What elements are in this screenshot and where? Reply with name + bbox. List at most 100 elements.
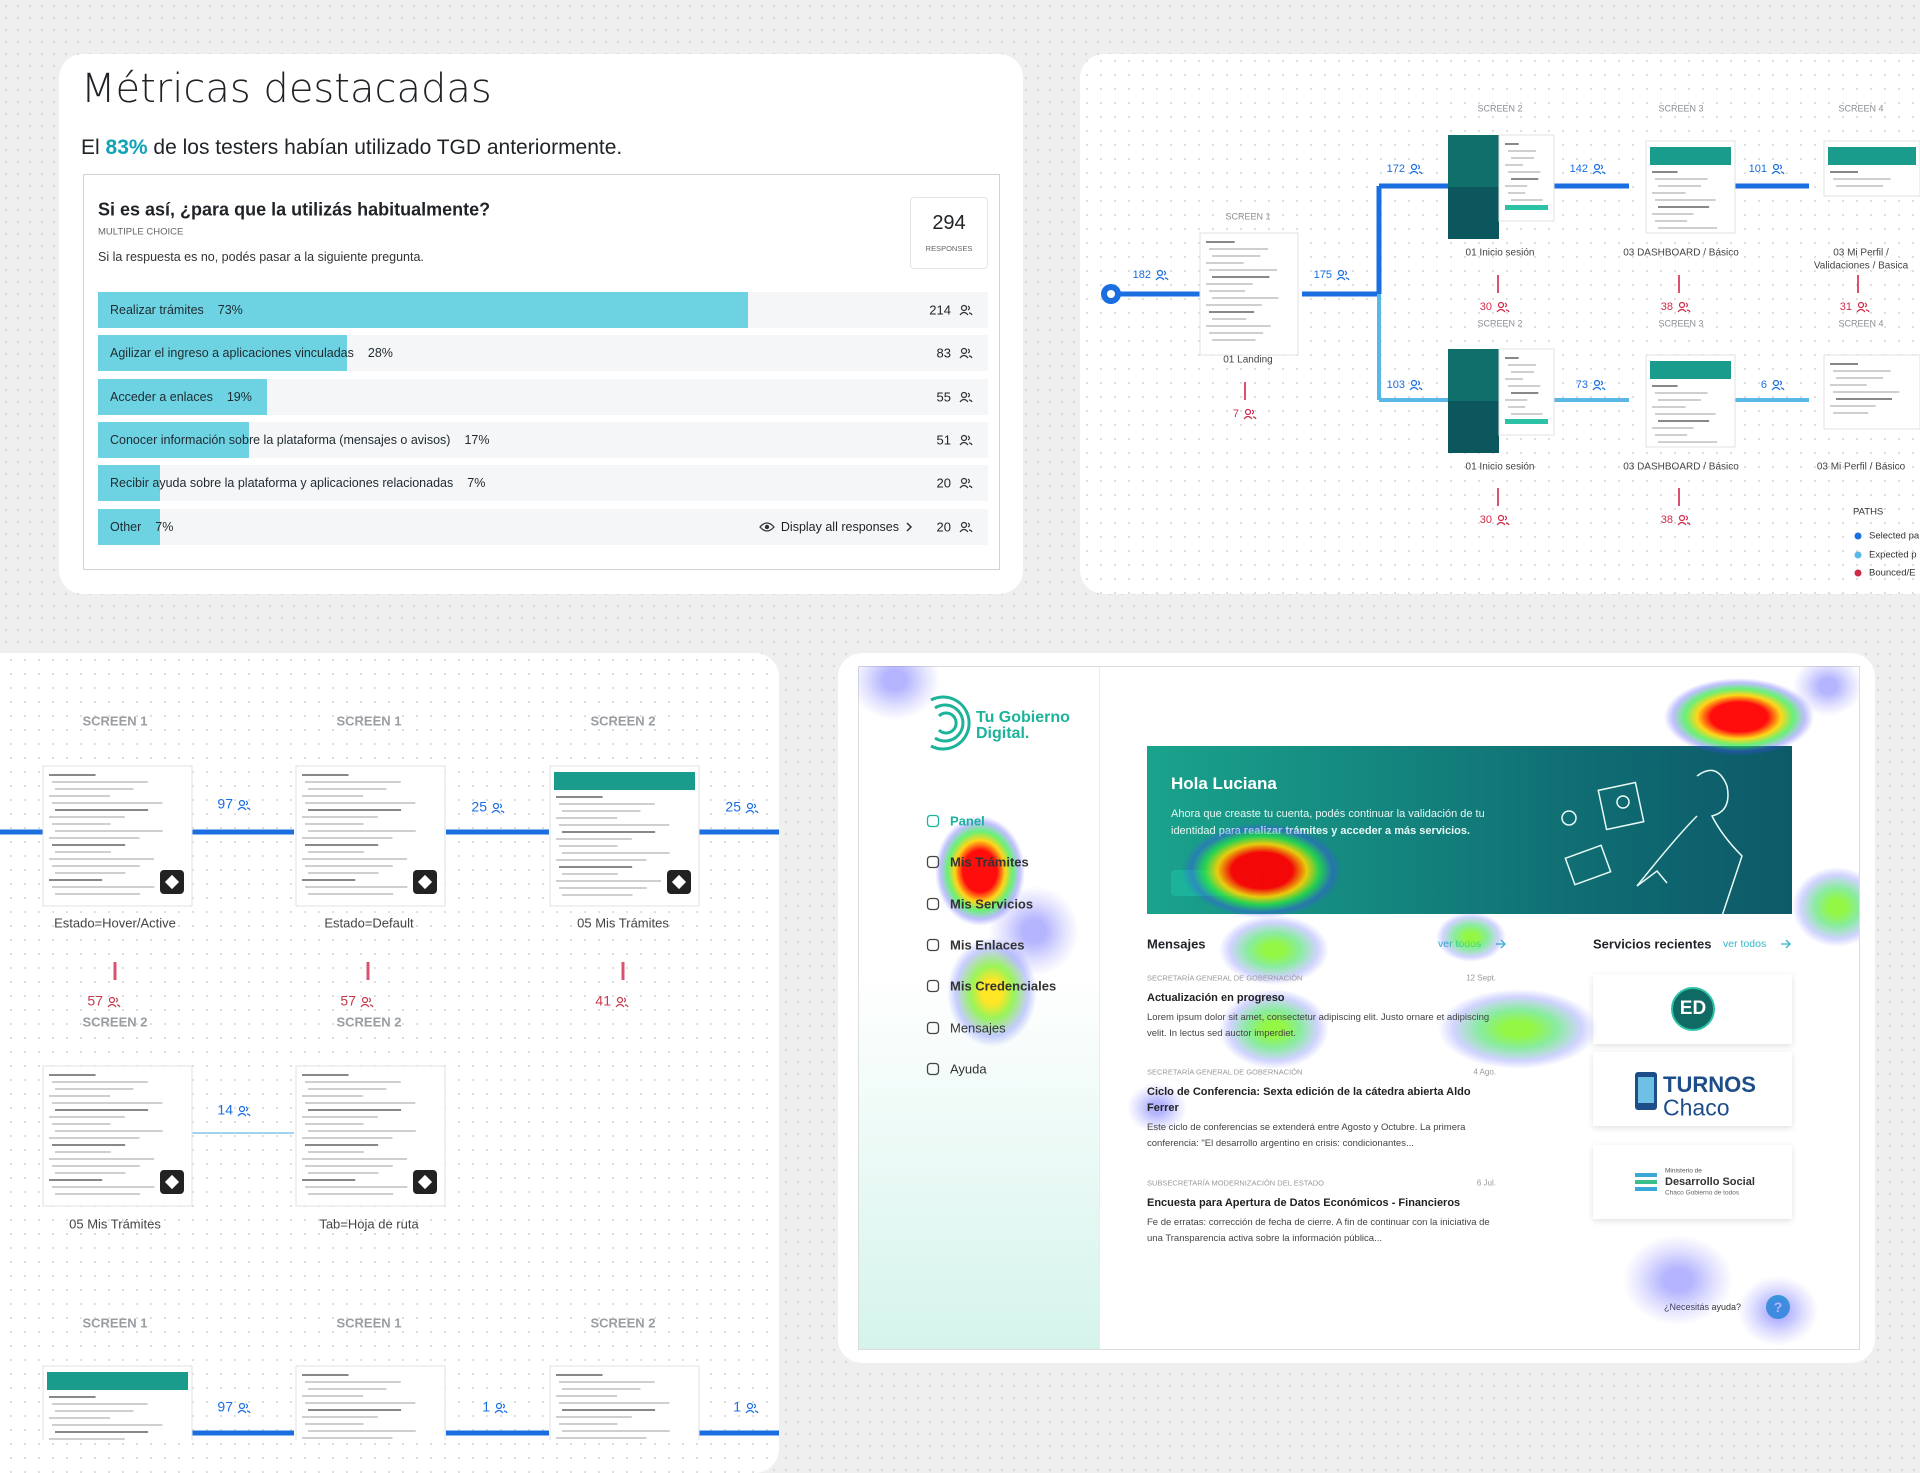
icon-part bbox=[959, 398, 969, 402]
thumb-line bbox=[1833, 391, 1900, 393]
thumb-line bbox=[302, 837, 393, 839]
thumb-line bbox=[52, 844, 126, 846]
thumb-line bbox=[52, 823, 111, 825]
flow-count: 57 bbox=[340, 993, 356, 1009]
display-all[interactable]: Display all responses bbox=[759, 520, 913, 534]
thumb-line bbox=[556, 838, 632, 840]
nav-item[interactable]: Panel bbox=[950, 813, 985, 829]
icon-part bbox=[745, 1409, 755, 1414]
screen-caption: Estado=Hover/Active bbox=[54, 915, 176, 930]
person-icon-wrap bbox=[959, 348, 973, 359]
thumb-line bbox=[1212, 276, 1270, 278]
thumb-line bbox=[308, 1088, 387, 1090]
nav-item[interactable]: Ayuda bbox=[950, 1061, 987, 1077]
thumb-line bbox=[49, 1158, 155, 1160]
answer-row: Recibir ayuda sobre la plataforma y apli… bbox=[98, 465, 988, 502]
flow-count: 41 bbox=[595, 993, 611, 1009]
thumb-line bbox=[562, 873, 618, 875]
person-icon bbox=[1771, 379, 1785, 391]
icon-part bbox=[238, 1402, 246, 1410]
legend-dot bbox=[1854, 569, 1862, 577]
answer-row: Agilizar el ingreso a aplicaciones vincu… bbox=[98, 335, 988, 372]
flow-count: 73 bbox=[1576, 379, 1588, 391]
help-button[interactable]: ? bbox=[1766, 1295, 1790, 1319]
metrics-card: Métricas destacadas El 83% de los tester… bbox=[59, 54, 1023, 594]
screen-heading: SCREEN 4 bbox=[1838, 318, 1883, 328]
thumb-line bbox=[1655, 434, 1688, 436]
icon-part bbox=[1772, 379, 1780, 387]
thumb-line bbox=[55, 893, 141, 895]
thumb-line bbox=[1658, 399, 1702, 401]
service-card[interactable]: ED bbox=[1593, 974, 1792, 1044]
icon-part bbox=[361, 996, 369, 1004]
see-all-link[interactable]: ver todos bbox=[1438, 938, 1482, 950]
nav-item[interactable]: Mensajes bbox=[950, 1020, 1006, 1036]
question-hint: Si la respuesta es no, podés pasar a la … bbox=[98, 250, 424, 264]
screen-caption: 03 Mi Perfil / bbox=[1833, 248, 1889, 259]
icon-part bbox=[1864, 302, 1870, 313]
message-date: 6 Jul. bbox=[1476, 1178, 1496, 1188]
thumb-line bbox=[1206, 283, 1253, 285]
thumb-header bbox=[1828, 147, 1916, 165]
flow-count: 97 bbox=[217, 1399, 233, 1415]
nav-item[interactable]: Mis Trámites bbox=[950, 854, 1029, 870]
icon-part bbox=[1410, 163, 1418, 171]
thumb-line bbox=[1830, 171, 1858, 173]
nav-icon bbox=[926, 979, 940, 993]
icon-part bbox=[1155, 276, 1165, 281]
nav-item[interactable]: Mis Enlaces bbox=[950, 937, 1025, 953]
person-icon bbox=[959, 304, 973, 316]
answer-row: Acceder a enlaces 19% 55 bbox=[98, 378, 988, 415]
see-all-link[interactable]: ver todos bbox=[1723, 938, 1767, 950]
icon-part bbox=[959, 528, 969, 532]
screen-heading: SCREEN 2 bbox=[336, 1014, 401, 1029]
person-icon bbox=[491, 802, 505, 814]
answer-count: 214 bbox=[929, 302, 951, 318]
messages-title: Mensajes bbox=[1147, 936, 1206, 952]
flow-count: 7 bbox=[1233, 408, 1239, 420]
person-icon bbox=[1409, 163, 1423, 175]
person-icon bbox=[237, 799, 251, 811]
screen-thumbnail bbox=[1498, 348, 1555, 436]
nav-item[interactable]: Mis Credenciales bbox=[950, 978, 1057, 994]
screen-caption: 03 DASHBOARD / Básico bbox=[1623, 462, 1739, 473]
thumb-line bbox=[52, 1102, 163, 1104]
icon-part bbox=[1592, 170, 1602, 175]
message-category: SUBSECRETARÍA MODERNIZACIÓN DEL ESTADO bbox=[1147, 1178, 1324, 1188]
thumb-header bbox=[1650, 147, 1731, 165]
question-title: Si es así, ¿para que la utilizás habitua… bbox=[98, 199, 491, 220]
icon-part bbox=[1417, 380, 1423, 391]
flow-count: 175 bbox=[1314, 269, 1332, 281]
thumb-line bbox=[52, 1186, 155, 1188]
flow-count: 6 bbox=[1761, 379, 1767, 391]
screen-heading: SCREEN 1 bbox=[336, 1315, 401, 1330]
person-icon bbox=[107, 996, 121, 1008]
thumb-line bbox=[562, 1430, 670, 1432]
thumb-line bbox=[556, 817, 618, 819]
thumb-line bbox=[308, 1388, 387, 1390]
person-icon-wrap bbox=[959, 434, 973, 446]
thumb-line bbox=[556, 1416, 632, 1418]
answer-label: Other 7% bbox=[110, 520, 173, 534]
icon-part bbox=[1496, 308, 1506, 313]
screen-caption: Validaciones / Basica bbox=[1814, 261, 1909, 272]
icon-part bbox=[237, 1112, 247, 1117]
person-icon bbox=[745, 802, 759, 814]
thumb-line bbox=[49, 816, 125, 818]
thumb-line bbox=[55, 809, 149, 811]
service-card[interactable]: Ministerio de Desarrollo Social Chaco Go… bbox=[1593, 1145, 1792, 1219]
service-card[interactable]: TURNOS Chaco bbox=[1593, 1052, 1792, 1126]
sidebar bbox=[859, 667, 1100, 1349]
screen-caption: 03 DASHBOARD / Básico bbox=[1623, 248, 1739, 259]
thumb-line bbox=[55, 851, 111, 853]
icon-part bbox=[1856, 308, 1866, 313]
flow-grid-content: SCREEN 1 SCREEN 1 SCREEN 2 SCREEN 2 SCREEN 2… bbox=[0, 713, 779, 1467]
nav-item[interactable]: Mis Servicios bbox=[950, 896, 1034, 912]
thumb-line bbox=[1209, 269, 1278, 271]
banner-button[interactable] bbox=[1171, 870, 1261, 896]
thumb-line bbox=[556, 880, 662, 882]
thumb-line bbox=[308, 1130, 416, 1132]
icon-part bbox=[960, 434, 968, 441]
thumb-line bbox=[1836, 398, 1892, 400]
icon-part bbox=[499, 803, 505, 814]
